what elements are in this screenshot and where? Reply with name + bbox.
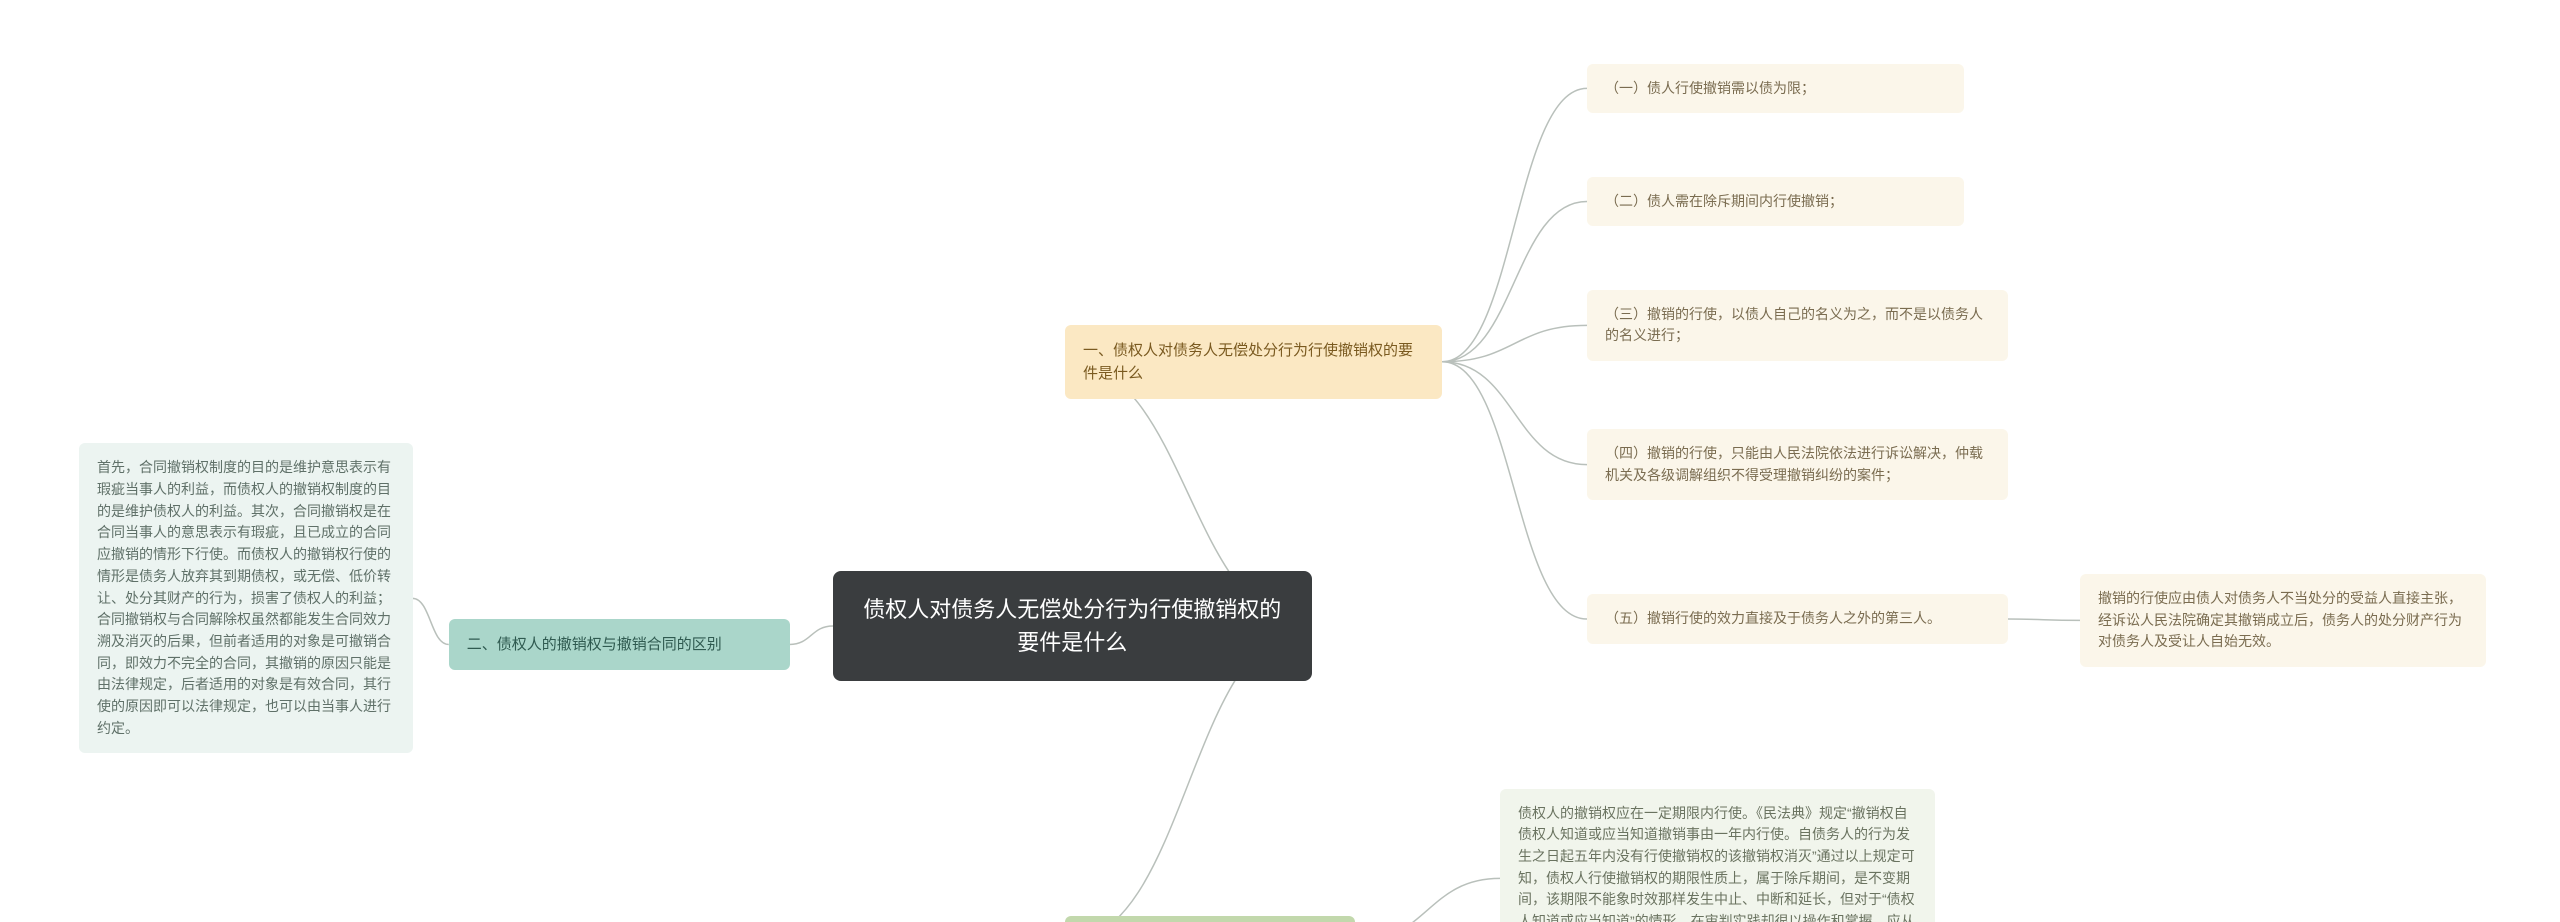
leaf-s1-item4-text: （四）撤销的行使，只能由人民法院依法进行诉讼解决，仲载机关及各级调解组织不得受理… bbox=[1605, 445, 1983, 483]
leaf-s1-item3: （三）撤销的行使，以债人自己的名义为之，而不是以债务人的名义进行； bbox=[1587, 290, 2008, 361]
branch-section2: 二、债权人的撤销权与撤销合同的区别 bbox=[449, 619, 790, 670]
leaf-section2-body: 首先，合同撤销权制度的目的是维护意思表示有瑕疵当事人的利益，而债权人的撤销权制度… bbox=[79, 443, 413, 753]
leaf-s1-item5-text: （五）撤销行使的效力直接及于债务人之外的第三人。 bbox=[1605, 610, 1941, 626]
leaf-s1-item2-text: （二）债人需在除斥期间内行使撤销； bbox=[1605, 193, 1843, 209]
leaf-section3-text: 债权人的撤销权应在一定期限内行使。《民法典》规定“撤销权自债权人知道或应当知道撤… bbox=[1518, 805, 1915, 922]
branch-section1-text: 一、债权人对债务人无偿处分行为行使撤销权的要件是什么 bbox=[1083, 342, 1413, 382]
root-node: 债权人对债务人无偿处分行为行使撤销权的要件是什么 bbox=[833, 571, 1312, 681]
branch-section3: 三、撤销权行使的期限 bbox=[1065, 916, 1355, 922]
leaf-s1-item5: （五）撤销行使的效力直接及于债务人之外的第三人。 bbox=[1587, 594, 2008, 644]
leaf-s1-item2: （二）债人需在除斥期间内行使撤销； bbox=[1587, 177, 1964, 227]
leaf-s1-item1-text: （一）债人行使撤销需以债为限； bbox=[1605, 80, 1815, 96]
leaf-s1-item1: （一）债人行使撤销需以债为限； bbox=[1587, 64, 1964, 114]
leaf-s1-item5-child: 撤销的行使应由债人对债务人不当处分的受益人直接主张，经诉讼人民法院确定其撤销成立… bbox=[2080, 574, 2486, 667]
root-text: 债权人对债务人无偿处分行为行使撤销权的要件是什么 bbox=[863, 597, 1281, 655]
leaf-section3-body: 债权人的撤销权应在一定期限内行使。《民法典》规定“撤销权自债权人知道或应当知道撤… bbox=[1500, 789, 1935, 922]
leaf-section2-text: 首先，合同撤销权制度的目的是维护意思表示有瑕疵当事人的利益，而债权人的撤销权制度… bbox=[97, 459, 391, 735]
leaf-s1-item3-text: （三）撤销的行使，以债人自己的名义为之，而不是以债务人的名义进行； bbox=[1605, 306, 1983, 344]
branch-section1: 一、债权人对债务人无偿处分行为行使撤销权的要件是什么 bbox=[1065, 325, 1442, 400]
leaf-s1-item4: （四）撤销的行使，只能由人民法院依法进行诉讼解决，仲载机关及各级调解组织不得受理… bbox=[1587, 429, 2008, 500]
branch-section2-text: 二、债权人的撤销权与撤销合同的区别 bbox=[467, 636, 722, 653]
leaf-s1-item5-child-text: 撤销的行使应由债人对债务人不当处分的受益人直接主张，经诉讼人民法院确定其撤销成立… bbox=[2098, 590, 2462, 649]
